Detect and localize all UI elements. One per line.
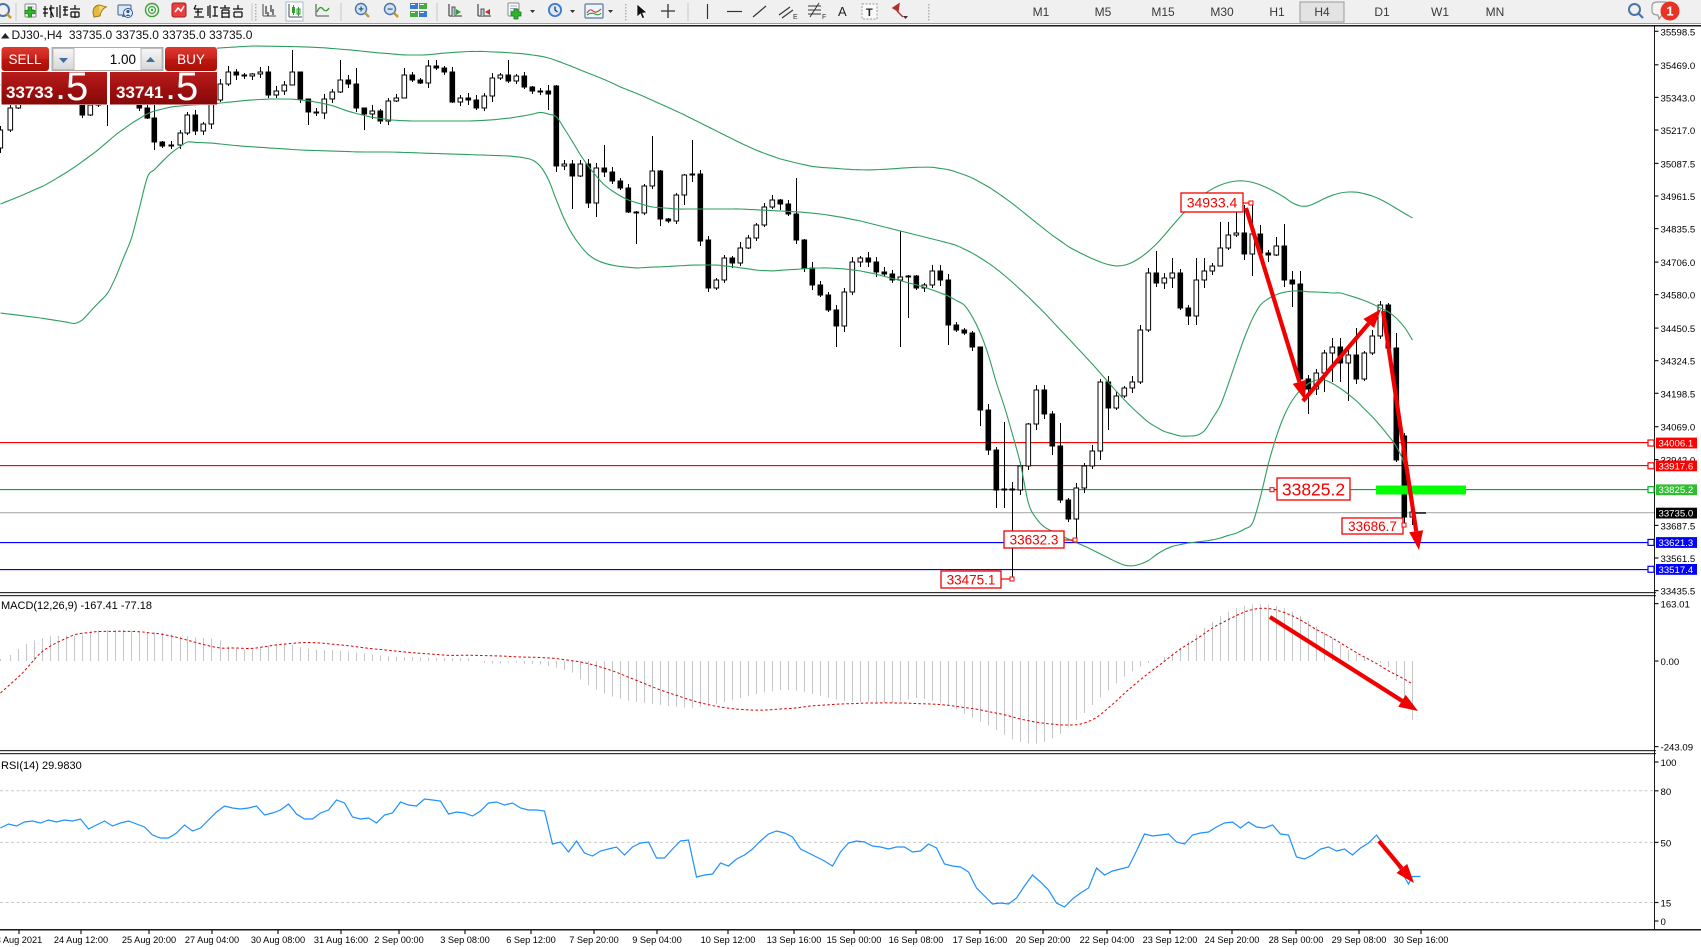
- svg-text:0: 0: [1661, 917, 1666, 928]
- svg-text:163.01: 163.01: [1661, 600, 1690, 611]
- svg-text:33517.4: 33517.4: [1659, 565, 1694, 576]
- svg-text:34580.0: 34580.0: [1661, 291, 1696, 302]
- svg-text:34450.5: 34450.5: [1661, 324, 1696, 335]
- svg-text:-243.09: -243.09: [1661, 743, 1694, 754]
- svg-text:20 Sep 20:00: 20 Sep 20:00: [1016, 935, 1071, 945]
- svg-text:33686.7: 33686.7: [1348, 519, 1397, 534]
- svg-text:BUY: BUY: [177, 52, 205, 67]
- svg-text:27 Aug 04:00: 27 Aug 04:00: [185, 935, 239, 945]
- svg-text:−: −: [387, 5, 393, 16]
- svg-text:28 Sep 00:00: 28 Sep 00:00: [1269, 935, 1324, 945]
- svg-text:80: 80: [1661, 787, 1672, 798]
- svg-text:M1: M1: [1033, 5, 1050, 19]
- svg-text:33825.2: 33825.2: [1282, 479, 1345, 499]
- svg-text:H1: H1: [1269, 5, 1285, 19]
- svg-text:33561.5: 33561.5: [1661, 554, 1696, 565]
- svg-text:5: 5: [176, 65, 198, 109]
- svg-text:1: 1: [1666, 4, 1673, 19]
- svg-text:29 Sep 08:00: 29 Sep 08:00: [1332, 935, 1387, 945]
- svg-text:D1: D1: [1374, 5, 1390, 19]
- svg-text:33632.3: 33632.3: [1010, 532, 1059, 547]
- svg-text:35469.0: 35469.0: [1661, 61, 1696, 72]
- svg-text:1.00: 1.00: [110, 52, 136, 67]
- svg-text:RSI(14) 29.9830: RSI(14) 29.9830: [1, 760, 82, 772]
- svg-text:33733: 33733: [6, 83, 53, 102]
- svg-text:MN: MN: [1486, 5, 1505, 19]
- svg-text:34835.5: 34835.5: [1661, 225, 1696, 236]
- svg-text:DJ30-,H4 33735.0 33735.0 3373: DJ30-,H4 33735.0 33735.0 33735.0 33735.0: [12, 28, 253, 42]
- svg-text:33475.1: 33475.1: [947, 572, 996, 587]
- svg-text:M5: M5: [1095, 5, 1112, 19]
- svg-text:0.00: 0.00: [1661, 657, 1680, 668]
- svg-text:6 Sep 12:00: 6 Sep 12:00: [506, 935, 556, 945]
- svg-text:H4: H4: [1314, 5, 1330, 19]
- svg-text:9 Sep 04:00: 9 Sep 04:00: [632, 935, 682, 945]
- svg-text:15 Sep 00:00: 15 Sep 00:00: [827, 935, 882, 945]
- svg-text:33825.2: 33825.2: [1659, 485, 1694, 496]
- svg-text:T: T: [866, 7, 873, 19]
- svg-text:15: 15: [1661, 899, 1672, 910]
- svg-text:25 Aug 20:00: 25 Aug 20:00: [122, 935, 176, 945]
- svg-text:.: .: [57, 75, 64, 105]
- svg-text:SELL: SELL: [8, 52, 42, 67]
- svg-text:31 Aug 16:00: 31 Aug 16:00: [314, 935, 368, 945]
- svg-text:33741: 33741: [116, 83, 163, 102]
- svg-text:16 Sep 08:00: 16 Sep 08:00: [889, 935, 944, 945]
- svg-text:30 Sep 16:00: 30 Sep 16:00: [1394, 935, 1449, 945]
- svg-text:.: .: [167, 75, 174, 105]
- svg-text:33687.5: 33687.5: [1661, 521, 1696, 532]
- svg-text:A: A: [838, 4, 847, 19]
- svg-text:50: 50: [1661, 838, 1672, 849]
- svg-text:MACD(12,26,9) -167.41 -77.18: MACD(12,26,9) -167.41 -77.18: [1, 600, 152, 612]
- svg-text:13 Sep 16:00: 13 Sep 16:00: [767, 935, 822, 945]
- svg-text:34069.0: 34069.0: [1661, 423, 1696, 434]
- svg-text:34933.4: 34933.4: [1187, 195, 1238, 211]
- svg-text:33435.5: 33435.5: [1661, 587, 1696, 598]
- svg-text:33621.3: 33621.3: [1659, 538, 1694, 549]
- svg-text:M30: M30: [1210, 5, 1234, 19]
- svg-text:23 Sep 12:00: 23 Sep 12:00: [1143, 935, 1198, 945]
- svg-text:35217.0: 35217.0: [1661, 126, 1696, 137]
- svg-text:35343.0: 35343.0: [1661, 93, 1696, 104]
- svg-text:2 Sep 00:00: 2 Sep 00:00: [374, 935, 424, 945]
- svg-text:30 Aug 08:00: 30 Aug 08:00: [251, 935, 305, 945]
- svg-text:17 Sep 16:00: 17 Sep 16:00: [953, 935, 1008, 945]
- svg-text:34006.1: 34006.1: [1659, 438, 1694, 449]
- svg-text:22 Sep 04:00: 22 Sep 04:00: [1080, 935, 1135, 945]
- svg-text:34324.5: 34324.5: [1661, 357, 1696, 368]
- svg-text:5: 5: [66, 65, 88, 109]
- svg-text:7 Sep 20:00: 7 Sep 20:00: [569, 935, 619, 945]
- svg-text:34961.5: 34961.5: [1661, 192, 1696, 203]
- svg-text:35087.5: 35087.5: [1661, 159, 1696, 170]
- svg-text:10 Sep 12:00: 10 Sep 12:00: [701, 935, 756, 945]
- svg-text:3 Aug 2021: 3 Aug 2021: [0, 935, 42, 945]
- svg-text:34198.5: 34198.5: [1661, 389, 1696, 400]
- svg-text:33735.0: 33735.0: [1659, 509, 1694, 520]
- svg-text:33917.6: 33917.6: [1659, 461, 1694, 472]
- svg-text:3 Sep 08:00: 3 Sep 08:00: [440, 935, 490, 945]
- svg-text:M15: M15: [1151, 5, 1175, 19]
- svg-text:E: E: [793, 14, 798, 21]
- svg-text:34706.0: 34706.0: [1661, 258, 1696, 269]
- svg-text:24 Aug 12:00: 24 Aug 12:00: [54, 935, 108, 945]
- svg-text:F: F: [822, 14, 826, 21]
- svg-text:+: +: [358, 5, 364, 16]
- svg-text:100: 100: [1661, 758, 1677, 769]
- svg-text:W1: W1: [1431, 5, 1449, 19]
- svg-text:24 Sep 20:00: 24 Sep 20:00: [1205, 935, 1260, 945]
- svg-text:35598.5: 35598.5: [1661, 27, 1696, 38]
